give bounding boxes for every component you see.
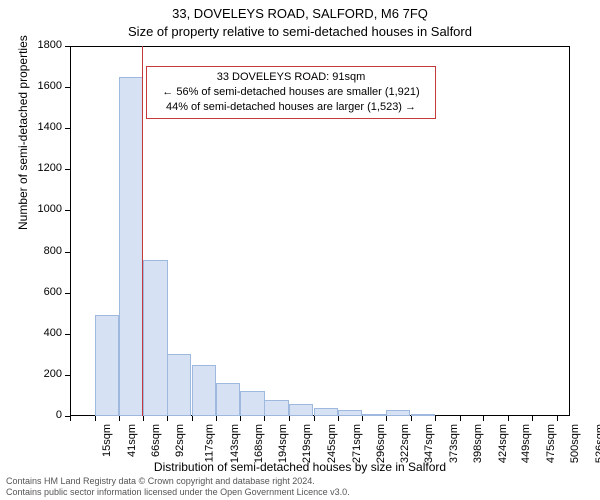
xtick-mark bbox=[314, 416, 315, 421]
ytick-label: 400 bbox=[22, 327, 62, 339]
ytick-label: 1600 bbox=[22, 80, 62, 92]
histogram-bar bbox=[119, 77, 143, 416]
histogram-bar bbox=[143, 260, 167, 416]
xtick-label: 271sqm bbox=[351, 424, 363, 463]
histogram-chart: 02004006008001000120014001600180015sqm41… bbox=[70, 46, 570, 416]
xtick-label: 194sqm bbox=[278, 424, 290, 463]
xtick-mark bbox=[167, 416, 168, 421]
xtick-mark bbox=[411, 416, 412, 421]
ytick-mark bbox=[65, 87, 70, 88]
xtick-label: 347sqm bbox=[423, 424, 435, 463]
xtick-mark bbox=[532, 416, 533, 421]
xtick-mark bbox=[338, 416, 339, 421]
ytick-label: 600 bbox=[22, 286, 62, 298]
xtick-label: 117sqm bbox=[203, 424, 215, 462]
ytick-label: 1800 bbox=[22, 39, 62, 51]
footer-line1: Contains HM Land Registry data © Crown c… bbox=[6, 476, 350, 487]
ytick-label: 200 bbox=[22, 368, 62, 380]
xtick-mark bbox=[143, 416, 144, 421]
xtick-label: 398sqm bbox=[472, 424, 484, 463]
xtick-label: 66sqm bbox=[150, 424, 162, 457]
xtick-label: 245sqm bbox=[326, 424, 338, 463]
ytick-mark bbox=[65, 375, 70, 376]
xtick-label: 92sqm bbox=[174, 424, 186, 457]
xtick-label: 373sqm bbox=[448, 424, 460, 463]
xtick-mark bbox=[386, 416, 387, 421]
xtick-label: 41sqm bbox=[126, 424, 138, 457]
ytick-mark bbox=[65, 169, 70, 170]
axis-spine bbox=[70, 46, 570, 47]
xtick-label: 143sqm bbox=[229, 424, 241, 463]
xtick-label: 475sqm bbox=[545, 424, 557, 463]
ytick-label: 1200 bbox=[22, 162, 62, 174]
info-box-line: 44% of semi-detached houses are larger (… bbox=[153, 100, 429, 115]
x-axis-label: Distribution of semi-detached houses by … bbox=[0, 460, 600, 474]
xtick-mark bbox=[95, 416, 96, 421]
ytick-mark bbox=[65, 210, 70, 211]
histogram-bar bbox=[289, 404, 313, 416]
xtick-mark bbox=[192, 416, 193, 421]
xtick-mark bbox=[119, 416, 120, 421]
footer-attribution: Contains HM Land Registry data © Crown c… bbox=[6, 476, 350, 498]
xtick-mark bbox=[70, 416, 71, 421]
xtick-mark bbox=[216, 416, 217, 421]
xtick-mark bbox=[362, 416, 363, 421]
info-box-line: ← 56% of semi-detached houses are smalle… bbox=[153, 85, 429, 100]
page-title-line1: 33, DOVELEYS ROAD, SALFORD, M6 7FQ bbox=[0, 6, 600, 21]
xtick-mark bbox=[483, 416, 484, 421]
xtick-label: 296sqm bbox=[375, 424, 387, 463]
plot-area: 02004006008001000120014001600180015sqm41… bbox=[70, 46, 570, 416]
axis-spine bbox=[70, 46, 71, 416]
ytick-label: 1000 bbox=[22, 203, 62, 215]
ytick-mark bbox=[65, 293, 70, 294]
histogram-bar bbox=[192, 365, 216, 416]
histogram-bar bbox=[411, 414, 435, 416]
property-marker-line bbox=[142, 46, 143, 416]
xtick-label: 15sqm bbox=[101, 424, 113, 457]
xtick-mark bbox=[289, 416, 290, 421]
axis-spine bbox=[569, 46, 570, 416]
xtick-label: 449sqm bbox=[520, 424, 532, 463]
xtick-label: 219sqm bbox=[301, 424, 313, 463]
info-box-line: 33 DOVELEYS ROAD: 91sqm bbox=[153, 70, 429, 85]
ytick-mark bbox=[65, 252, 70, 253]
histogram-bar bbox=[338, 410, 362, 416]
histogram-bar bbox=[216, 383, 240, 416]
histogram-bar bbox=[362, 414, 386, 416]
xtick-label: 500sqm bbox=[569, 424, 581, 463]
histogram-bar bbox=[314, 408, 338, 416]
ytick-label: 0 bbox=[22, 409, 62, 421]
xtick-mark bbox=[240, 416, 241, 421]
histogram-bar bbox=[167, 354, 191, 416]
page-title-line2: Size of property relative to semi-detach… bbox=[0, 24, 600, 39]
info-box: 33 DOVELEYS ROAD: 91sqm← 56% of semi-det… bbox=[146, 66, 436, 119]
xtick-label: 424sqm bbox=[497, 424, 509, 463]
histogram-bar bbox=[386, 410, 410, 416]
ytick-mark bbox=[65, 128, 70, 129]
ytick-mark bbox=[65, 334, 70, 335]
histogram-bar bbox=[264, 400, 288, 416]
xtick-label: 322sqm bbox=[400, 424, 412, 463]
xtick-label: 526sqm bbox=[594, 424, 600, 463]
xtick-label: 168sqm bbox=[253, 424, 265, 463]
histogram-bar bbox=[240, 391, 264, 416]
xtick-mark bbox=[435, 416, 436, 421]
histogram-bar bbox=[95, 315, 119, 416]
ytick-label: 800 bbox=[22, 245, 62, 257]
ytick-label: 1400 bbox=[22, 121, 62, 133]
ytick-mark bbox=[65, 46, 70, 47]
footer-line2: Contains public sector information licen… bbox=[6, 487, 350, 498]
xtick-mark bbox=[508, 416, 509, 421]
xtick-mark bbox=[264, 416, 265, 421]
xtick-mark bbox=[460, 416, 461, 421]
xtick-mark bbox=[557, 416, 558, 421]
